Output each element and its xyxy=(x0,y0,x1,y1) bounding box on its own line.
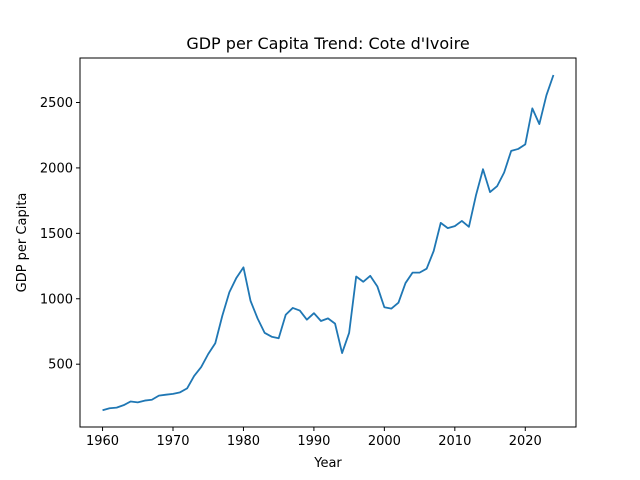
y-tick-label: 1500 xyxy=(40,227,73,242)
y-tick-label: 2500 xyxy=(40,96,73,111)
x-tick-label: 2020 xyxy=(509,434,542,449)
y-tick-label: 2000 xyxy=(40,161,73,176)
y-axis-label: GDP per Capita xyxy=(15,193,30,293)
plot-area xyxy=(102,74,555,412)
x-tick-label: 1970 xyxy=(156,434,189,449)
y-tick-label: 500 xyxy=(48,358,73,373)
y-axis: 500 1000 1500 2000 2500 xyxy=(40,96,80,373)
x-axis: 1960 1970 1980 1990 2000 2010 2020 xyxy=(86,427,542,449)
x-tick-label: 2010 xyxy=(438,434,471,449)
plot-frame xyxy=(79,57,577,428)
x-tick-label: 2000 xyxy=(368,434,401,449)
x-tick-label: 1960 xyxy=(86,434,119,449)
chart-title: GDP per Capita Trend: Cote d'Ivoire xyxy=(186,34,469,53)
x-axis-label: Year xyxy=(313,456,342,471)
y-tick-label: 1000 xyxy=(40,292,73,307)
series-line-0 xyxy=(102,74,555,412)
x-tick-label: 1990 xyxy=(297,434,330,449)
x-tick-label: 1980 xyxy=(227,434,260,449)
